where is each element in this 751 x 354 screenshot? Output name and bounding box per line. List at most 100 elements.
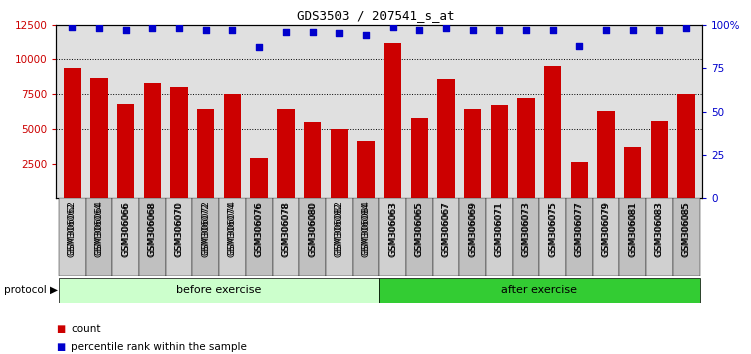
Bar	[357, 141, 375, 198]
Bar	[677, 94, 695, 198]
Bar	[384, 43, 401, 198]
Text: GSM306079: GSM306079	[602, 201, 611, 256]
Bar	[86, 198, 113, 276]
Text: GSM306067: GSM306067	[442, 201, 451, 256]
Text: count: count	[71, 324, 101, 334]
Bar	[143, 83, 161, 198]
Bar	[139, 198, 166, 276]
Text: GSM306076: GSM306076	[255, 202, 264, 257]
Point	[306, 29, 318, 35]
Point	[466, 27, 478, 33]
Text: GSM306068: GSM306068	[148, 201, 157, 256]
Point	[146, 25, 158, 31]
Text: GSM306081: GSM306081	[629, 201, 638, 256]
Bar	[437, 79, 454, 198]
Bar	[113, 198, 139, 276]
Text: GSM306075: GSM306075	[548, 201, 557, 256]
Bar	[192, 198, 219, 276]
Point	[387, 24, 399, 29]
Text: GSM306085: GSM306085	[682, 202, 691, 257]
Bar	[273, 198, 299, 276]
Bar	[406, 198, 433, 276]
Bar	[571, 162, 588, 198]
Text: GSM306080: GSM306080	[308, 201, 317, 256]
Text: ■: ■	[56, 342, 65, 352]
Bar	[433, 198, 460, 276]
Point	[680, 25, 692, 31]
Bar	[197, 109, 215, 198]
Text: GSM306064: GSM306064	[95, 201, 104, 256]
Text: GDS3503 / 207541_s_at: GDS3503 / 207541_s_at	[297, 9, 454, 22]
Bar	[544, 67, 562, 198]
Text: GSM306063: GSM306063	[388, 202, 397, 257]
Bar	[246, 198, 273, 276]
Text: GSM306084: GSM306084	[361, 201, 370, 256]
Text: GSM306071: GSM306071	[495, 201, 504, 256]
Text: GSM306077: GSM306077	[575, 202, 584, 257]
Bar	[486, 198, 513, 276]
Text: GSM306077: GSM306077	[575, 201, 584, 256]
Bar	[566, 198, 593, 276]
Bar	[64, 68, 81, 198]
Text: GSM306075: GSM306075	[548, 202, 557, 257]
Bar	[490, 105, 508, 198]
Text: before exercise: before exercise	[176, 285, 262, 295]
Text: GSM306069: GSM306069	[468, 202, 477, 257]
Text: GSM306085: GSM306085	[682, 201, 691, 256]
Point	[360, 32, 372, 38]
Text: GSM306066: GSM306066	[121, 201, 130, 256]
Text: GSM306063: GSM306063	[388, 201, 397, 256]
Point	[440, 25, 452, 31]
Point	[600, 27, 612, 33]
Text: GSM306072: GSM306072	[201, 201, 210, 256]
Bar	[330, 129, 348, 198]
Text: protocol ▶: protocol ▶	[4, 285, 58, 295]
Text: GSM306064: GSM306064	[95, 202, 104, 257]
Bar	[460, 198, 486, 276]
Bar	[277, 109, 294, 198]
Text: GSM306083: GSM306083	[655, 201, 664, 256]
Point	[173, 25, 185, 31]
Point	[547, 27, 559, 33]
Text: GSM306081: GSM306081	[629, 202, 638, 257]
Bar	[379, 278, 699, 303]
Text: GSM306073: GSM306073	[521, 202, 530, 257]
Point	[653, 27, 665, 33]
Bar	[411, 118, 428, 198]
Bar	[59, 278, 379, 303]
Text: GSM306082: GSM306082	[335, 202, 344, 257]
Text: GSM306065: GSM306065	[415, 201, 424, 256]
Bar	[170, 87, 188, 198]
Text: GSM306071: GSM306071	[495, 202, 504, 257]
Bar	[598, 111, 615, 198]
Text: GSM306078: GSM306078	[282, 201, 291, 256]
Text: GSM306074: GSM306074	[228, 201, 237, 256]
Bar	[464, 109, 481, 198]
Bar	[304, 122, 321, 198]
Point	[200, 27, 212, 33]
Bar	[646, 198, 673, 276]
Text: GSM306062: GSM306062	[68, 201, 77, 256]
Text: GSM306068: GSM306068	[148, 202, 157, 257]
Text: GSM306066: GSM306066	[121, 202, 130, 257]
Text: GSM306073: GSM306073	[521, 201, 530, 256]
Text: GSM306065: GSM306065	[415, 202, 424, 257]
Bar	[90, 78, 107, 198]
Text: GSM306076: GSM306076	[255, 201, 264, 256]
Bar	[352, 198, 379, 276]
Bar	[593, 198, 620, 276]
Text: GSM306078: GSM306078	[282, 202, 291, 257]
Point	[627, 27, 639, 33]
Bar	[224, 94, 241, 198]
Point	[227, 27, 239, 33]
Text: GSM306074: GSM306074	[228, 202, 237, 257]
Bar	[251, 158, 268, 198]
Bar	[673, 198, 699, 276]
Bar	[517, 98, 535, 198]
Bar	[513, 198, 539, 276]
Point	[280, 29, 292, 35]
Bar	[379, 198, 406, 276]
Point	[253, 45, 265, 50]
Text: GSM306072: GSM306072	[201, 202, 210, 257]
Text: ■: ■	[56, 324, 65, 334]
